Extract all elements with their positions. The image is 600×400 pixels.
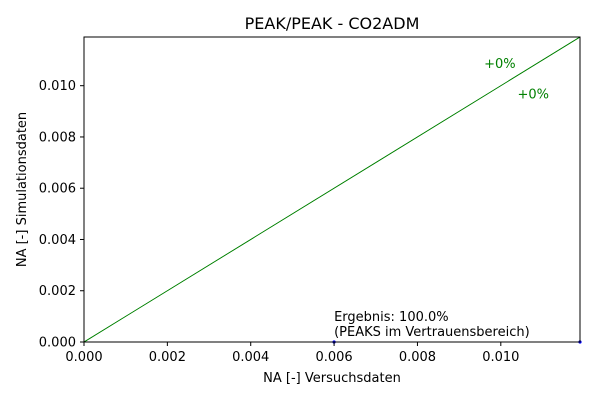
x-tick-label: 0.002 [149,350,186,365]
x-tick-label: 0.000 [65,350,102,365]
plot-frame [83,36,581,343]
reference-line-2 [83,36,581,343]
y-tick-label: 0.004 [39,233,76,248]
x-tick-label: 0.010 [482,350,519,365]
y-axis: 0.000 0.002 0.004 0.006 0.008 0.010 [39,79,84,351]
x-axis: 0.000 0.002 0.004 0.006 0.008 0.010 [65,342,519,365]
chart-title: PEAK/PEAK - CO2ADM [245,14,420,33]
y-tick-label: 0.010 [39,79,76,94]
y-axis-label: NA [-] Simulationsdaten [15,112,30,267]
x-tick-label: 0.008 [399,350,436,365]
reference-line-label-1: +0% [484,57,516,72]
plot-area: +0% +0% [83,36,582,344]
result-text-line1: Ergebnis: 100.0% [334,310,449,325]
y-tick-label: 0.002 [39,284,76,299]
y-tick-label: 0.008 [39,130,76,145]
x-axis-label: NA [-] Versuchsdaten [263,371,401,386]
result-text-line2: (PEAKS im Vertrauensbereich) [334,325,530,340]
y-tick-label: 0.006 [39,182,76,197]
y-tick-label: 0.000 [39,336,76,351]
reference-line-label-2: +0% [517,88,549,103]
x-tick-label: 0.006 [315,350,352,365]
x-tick-label: 0.004 [232,350,269,365]
